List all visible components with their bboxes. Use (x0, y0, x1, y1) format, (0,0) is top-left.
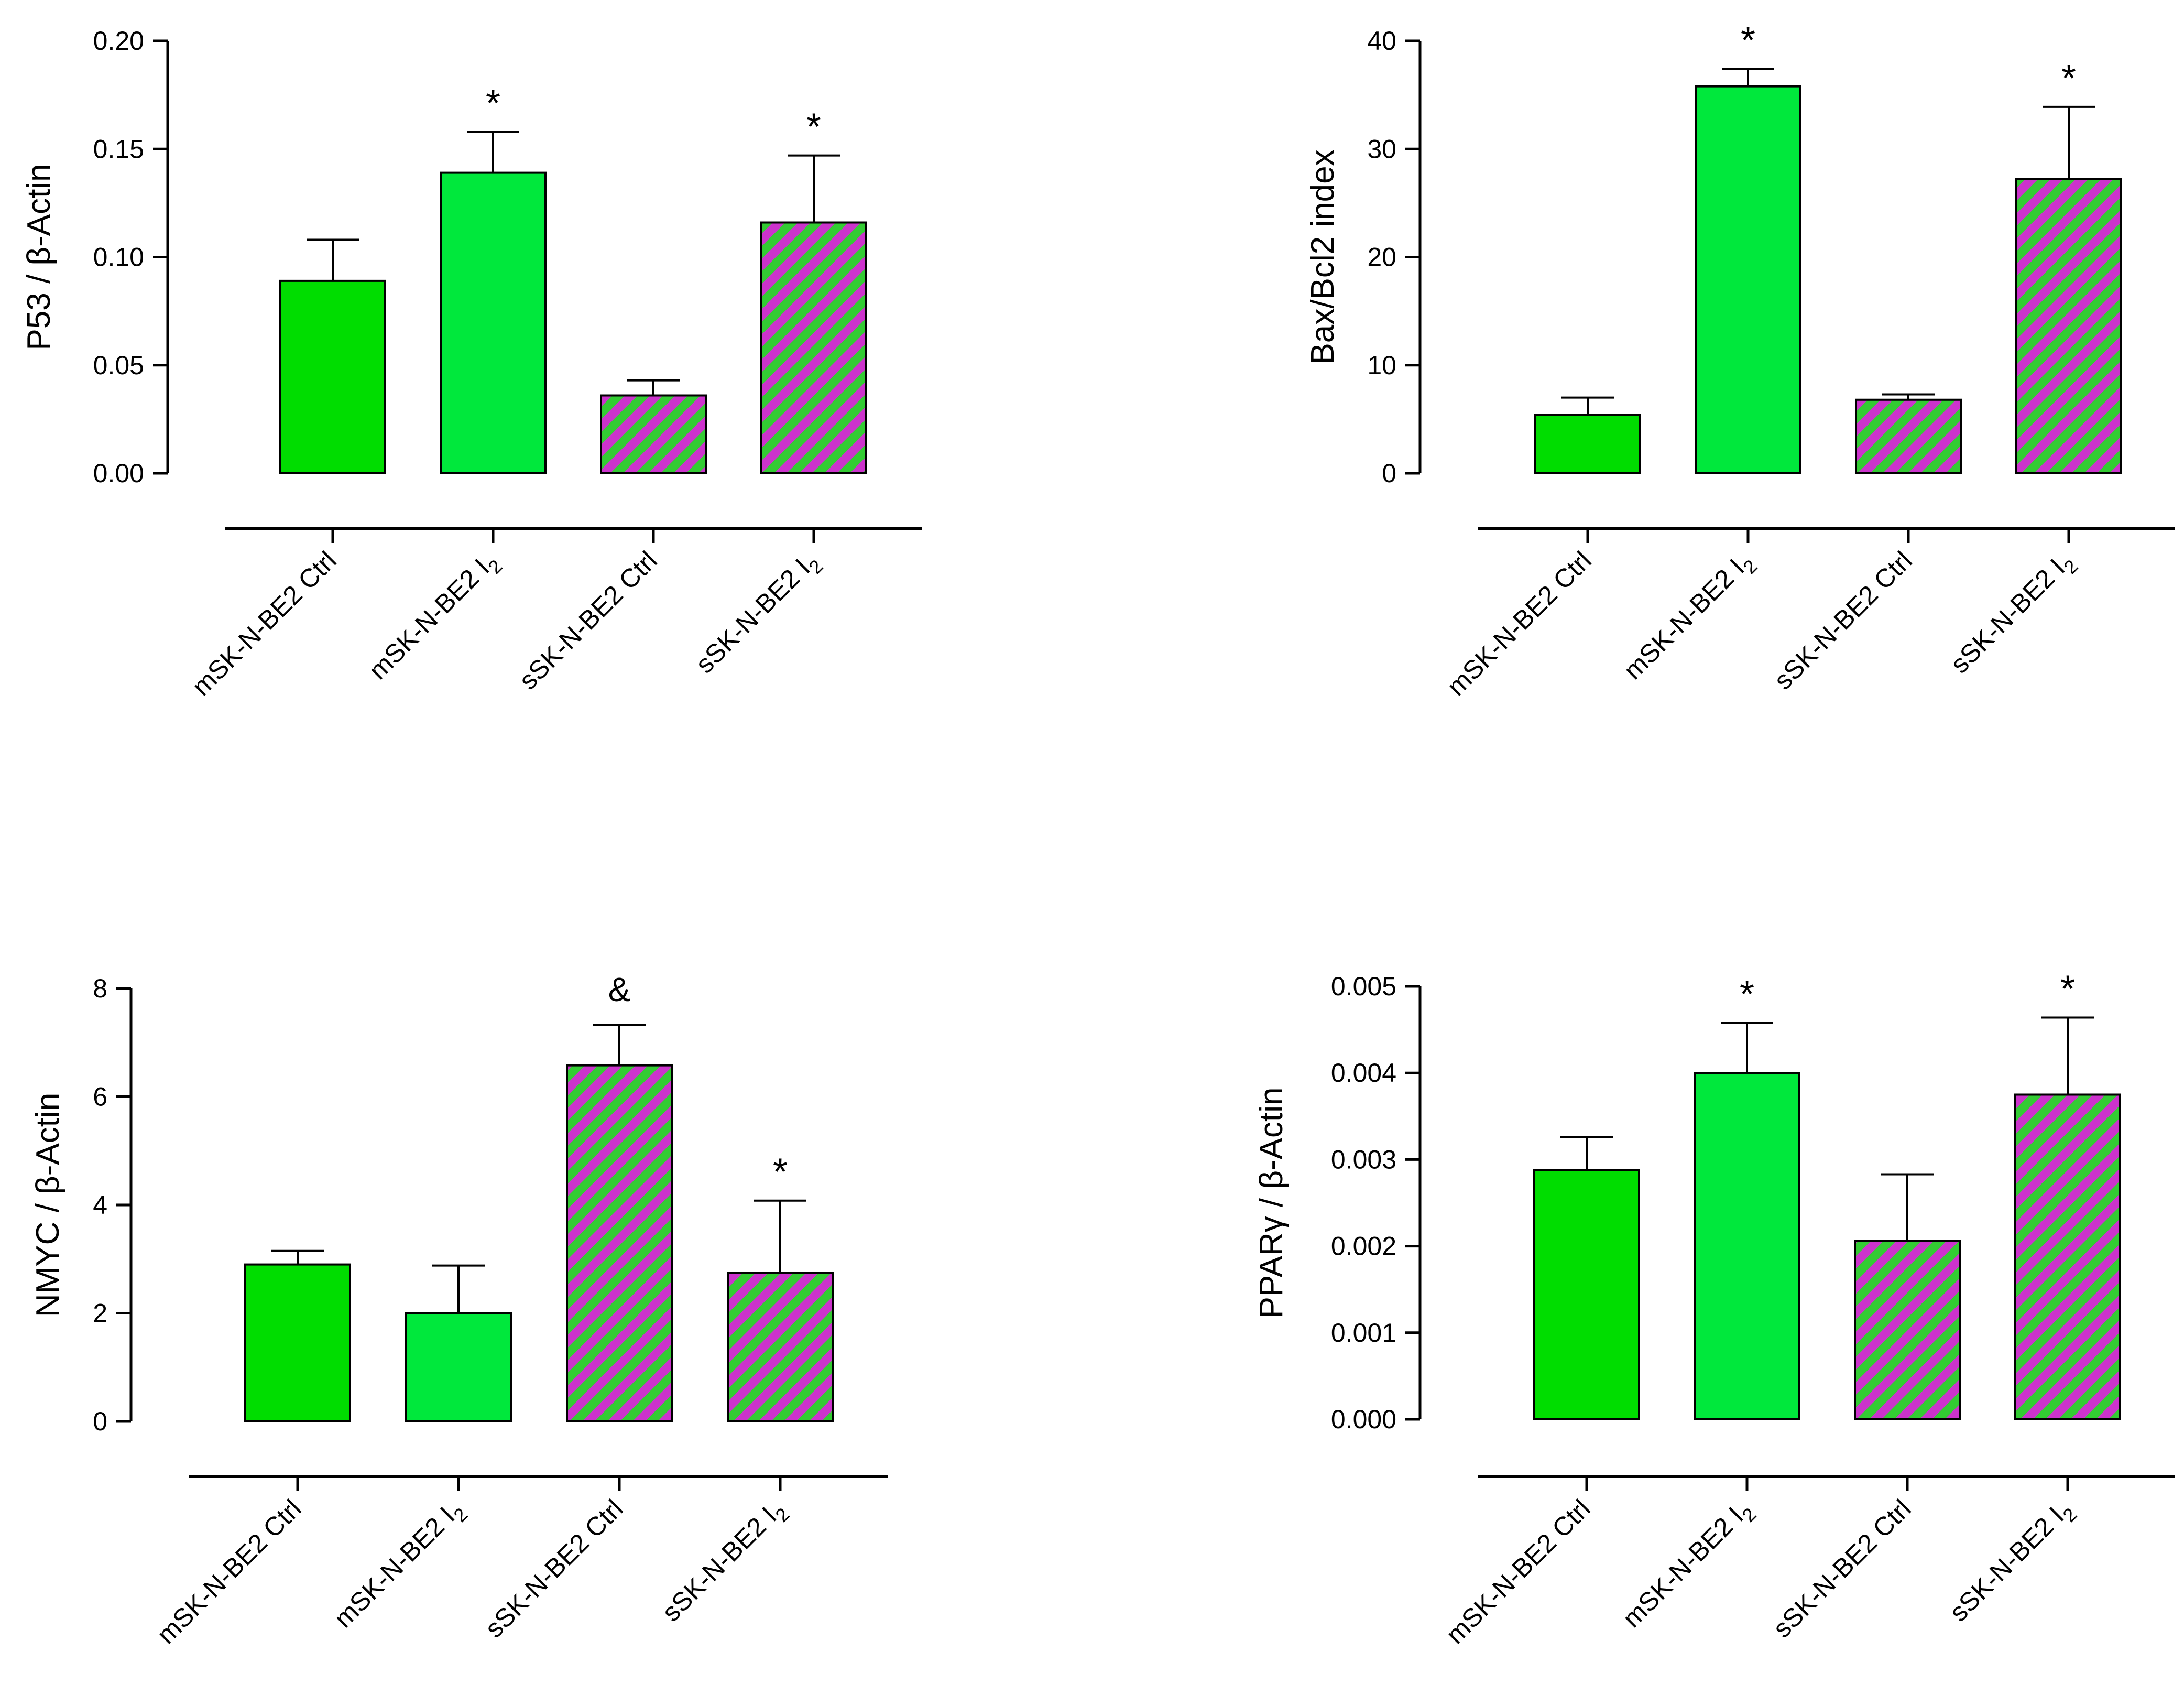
y-axis-label: P53 / β-Actin (21, 164, 57, 350)
x-tick-label: mSK-N-BE2 I2 (1617, 1494, 1761, 1637)
chart-panel-bax-bcl2: 0 10 20 30 40 Bax/Bcl2 index mSK-N-BE2 Ctrl * mS… (1305, 20, 2175, 701)
y-tick-label: 8 (93, 974, 107, 1003)
bar-4 (727, 1272, 834, 1422)
x-tick-label: sSK-N-BE2 I2 (1944, 1494, 2081, 1631)
y-tick-label: 0.003 (1331, 1145, 1396, 1174)
x-tick-label: mSK-N-BE2 Ctrl (187, 546, 342, 701)
y-tick-label: 0.005 (1331, 972, 1396, 1001)
x-tick-label-text: mSK-N-BE2 Ctrl (1440, 1494, 1596, 1649)
significance-marker: * (2060, 968, 2075, 1010)
bar-2 (405, 1312, 512, 1422)
x-tick-label: mSK-N-BE2 I2 (329, 1494, 472, 1637)
chart-panel-ppar-gamma: 0.000 0.001 0.002 0.003 0.004 0.005 PPARγ / β-… (1253, 968, 2175, 1649)
x-tick-label-text: mSK-N-BE2 I (329, 1501, 461, 1633)
chart-panel-p53: 0.00 0.05 0.10 0.15 0.20 P53 / β-Actin mSK-N-B… (21, 26, 922, 701)
x-tick-label-text: sSK-N-BE2 Ctrl (514, 546, 663, 695)
significance-marker: * (2061, 58, 2076, 100)
bar-1 (244, 1263, 351, 1422)
y-tick-label: 0 (93, 1407, 107, 1436)
significance-marker: * (1740, 973, 1754, 1015)
bar-3 (1854, 1240, 1961, 1420)
y-tick-label: 0.20 (93, 26, 144, 56)
y-axis-label: NMYC / β-Actin (30, 1093, 66, 1317)
x-tick-label-text: mSK-N-BE2 Ctrl (187, 546, 342, 701)
x-tick-label: mSK-N-BE2 Ctrl (1440, 1494, 1596, 1649)
significance-marker: & (608, 971, 631, 1008)
significance-marker: * (1741, 20, 1755, 62)
bar-4 (2014, 1093, 2121, 1420)
y-tick-label: 0.004 (1331, 1058, 1396, 1088)
x-tick-label: sSK-N-BE2 Ctrl (1767, 1494, 1917, 1643)
bar-1 (1534, 414, 1641, 474)
y-tick-label: 10 (1367, 351, 1396, 380)
x-tick-label-text: sSK-N-BE2 Ctrl (479, 1494, 629, 1643)
x-tick-label: sSK-N-BE2 I2 (1945, 546, 2082, 683)
y-axis-label: Bax/Bcl2 index (1305, 149, 1341, 364)
bar-3 (600, 394, 707, 474)
y-tick-label: 0 (1382, 459, 1396, 488)
x-tick-label-text: mSK-N-BE2 I (1617, 1501, 1749, 1633)
x-tick-label-text: sSK-N-BE2 I (1944, 1501, 2070, 1627)
bar-2 (1694, 1072, 1800, 1420)
y-tick-label: 0.10 (93, 243, 144, 272)
x-tick-label: sSK-N-BE2 I2 (690, 546, 827, 683)
y-axis-label: PPARγ / β-Actin (1253, 1087, 1290, 1318)
y-tick-label: 0.000 (1331, 1405, 1396, 1434)
y-tick-label: 0.002 (1331, 1232, 1396, 1261)
significance-marker: * (806, 106, 821, 148)
chart-panel-nmyc: 0 2 4 6 8 NMYC / β-Actin mSK-N-BE2 Ctrl mSK-N-B… (30, 971, 888, 1649)
bar-2 (440, 171, 547, 474)
bar-4 (2015, 178, 2122, 474)
significance-marker: * (773, 1151, 788, 1193)
x-tick-label-text: mSK-N-BE2 Ctrl (1442, 546, 1597, 701)
y-tick-label: 30 (1367, 134, 1396, 164)
x-tick-label: sSK-N-BE2 I2 (657, 1494, 794, 1631)
bar-3 (1855, 398, 1962, 474)
y-tick-label: 0.00 (93, 459, 144, 488)
x-tick-label-text: mSK-N-BE2 Ctrl (151, 1494, 307, 1649)
x-tick-label: mSK-N-BE2 Ctrl (151, 1494, 307, 1649)
y-tick-label: 4 (93, 1190, 107, 1220)
x-tick-label: mSK-N-BE2 Ctrl (1442, 546, 1597, 701)
y-tick-label: 0.15 (93, 134, 144, 164)
y-tick-label: 0.05 (93, 351, 144, 380)
x-tick-label: mSK-N-BE2 I2 (363, 546, 507, 689)
bar-2 (1695, 85, 1801, 474)
bar-1 (1533, 1169, 1640, 1421)
x-tick-label-text: sSK-N-BE2 Ctrl (1767, 1494, 1917, 1643)
y-tick-label: 0.001 (1331, 1318, 1396, 1348)
x-tick-label: sSK-N-BE2 Ctrl (514, 546, 663, 695)
y-tick-label: 2 (93, 1299, 107, 1328)
x-tick-label-text: sSK-N-BE2 I (657, 1501, 782, 1627)
x-tick-label-text: sSK-N-BE2 I (690, 553, 816, 679)
bar-3 (566, 1064, 673, 1422)
y-tick-label: 6 (93, 1082, 107, 1112)
bar-1 (279, 279, 386, 474)
x-tick-label-text: mSK-N-BE2 I (1618, 553, 1750, 685)
y-tick-label: 20 (1367, 243, 1396, 272)
x-tick-label: mSK-N-BE2 I2 (1618, 546, 1762, 689)
x-tick-label-text: sSK-N-BE2 I (1945, 553, 2071, 679)
x-tick-label: sSK-N-BE2 Ctrl (479, 1494, 629, 1643)
significance-marker: * (486, 82, 500, 124)
x-tick-label-text: mSK-N-BE2 I (363, 553, 495, 685)
x-tick-label: sSK-N-BE2 Ctrl (1768, 546, 1918, 695)
y-tick-label: 40 (1367, 26, 1396, 56)
x-tick-label-text: sSK-N-BE2 Ctrl (1768, 546, 1918, 695)
bar-4 (760, 221, 867, 474)
